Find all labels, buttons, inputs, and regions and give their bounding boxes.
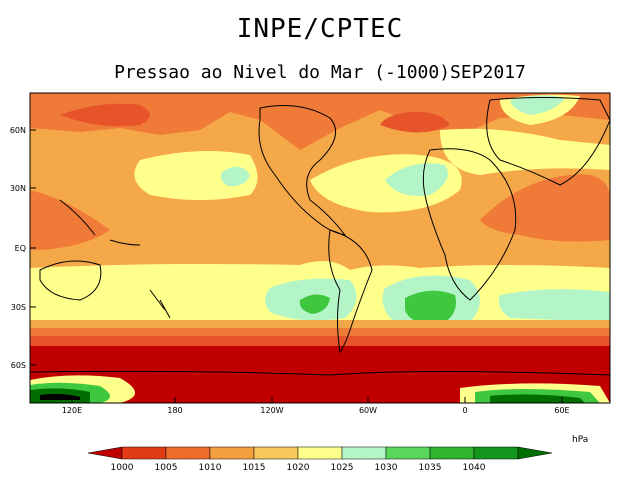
lon-label-120w: 120W [260, 406, 283, 415]
legend-tick-label: 1040 [463, 463, 486, 473]
legend-swatch [297, 446, 343, 460]
legend-swatch [209, 446, 255, 460]
color-legend: 1000 1005 1010 1015 1020 1025 1030 1035 1040 [87, 446, 553, 473]
legend-tick-label: 1005 [155, 463, 178, 473]
lon-label-0: 0 [462, 406, 467, 415]
legend-tick-label: 1035 [419, 463, 442, 473]
legend-swatch [253, 446, 299, 460]
map-title: INPE/CPTEC [236, 14, 404, 44]
legend-tick-label: 1015 [243, 463, 266, 473]
legend-swatch [341, 446, 387, 460]
lat-label-60s: 60S [11, 361, 26, 370]
legend-swatch [165, 446, 211, 460]
legend-tick-label: 1000 [111, 463, 134, 473]
legend-swatch [385, 446, 431, 460]
legend-swatch [429, 446, 475, 460]
lat-label-eq: EQ [15, 244, 26, 253]
legend-arrow-high [517, 446, 553, 460]
legend-tick-label: 1020 [287, 463, 310, 473]
legend-tick-label: 1010 [199, 463, 222, 473]
pressure-field [30, 93, 610, 403]
legend-tick-label: 1030 [375, 463, 398, 473]
legend-swatch [473, 446, 519, 460]
lon-label-60w: 60W [359, 406, 377, 415]
lon-label-120e: 120E [62, 406, 82, 415]
legend-arrow-low [87, 446, 123, 460]
lon-label-60e: 60E [554, 406, 569, 415]
legend-swatch [121, 446, 167, 460]
axis-ticks [30, 129, 563, 403]
legend-unit: hPa [572, 435, 589, 445]
lat-label-30n: 30N [10, 184, 26, 193]
map-subtitle: Pressao ao Nivel do Mar (-1000)SEP2017 [114, 62, 526, 83]
lat-label-60n: 60N [10, 126, 26, 135]
lat-label-30s: 30S [11, 303, 26, 312]
legend-tick-label: 1025 [331, 463, 354, 473]
lon-label-180: 180 [167, 406, 182, 415]
